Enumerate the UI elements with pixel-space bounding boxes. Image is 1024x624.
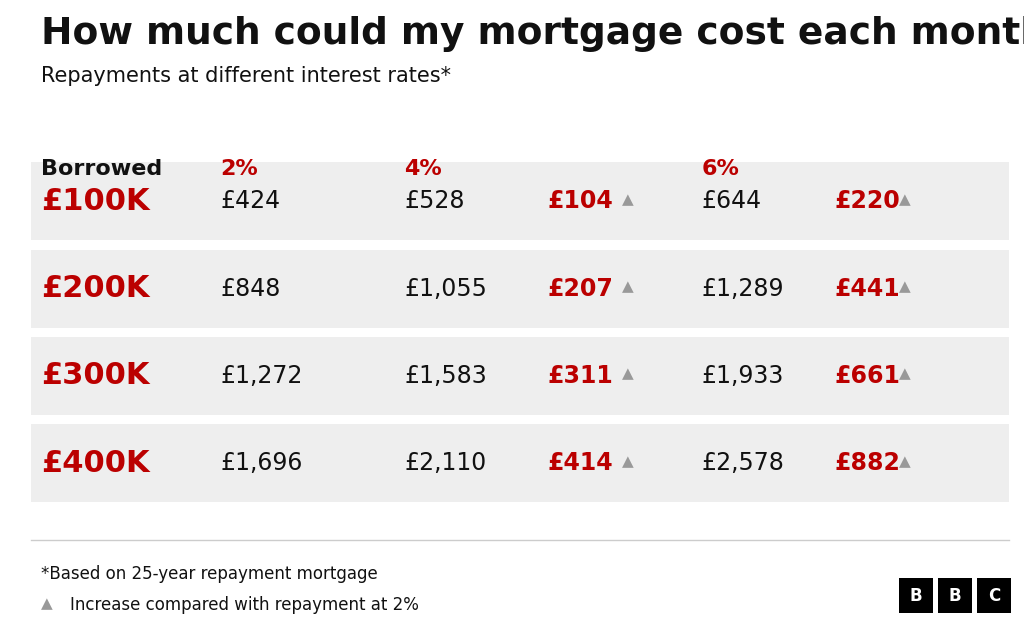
Text: How much could my mortgage cost each month?: How much could my mortgage cost each mon… [41,16,1024,52]
Text: £1,055: £1,055 [404,276,487,301]
Text: 6%: 6% [701,159,739,179]
Text: £2,578: £2,578 [701,451,784,475]
Text: £848: £848 [220,276,281,301]
Text: ▲: ▲ [622,454,633,469]
Text: B: B [948,587,962,605]
Text: £882: £882 [835,451,900,475]
Text: £644: £644 [701,189,762,213]
Text: £424: £424 [220,189,281,213]
Text: 2%: 2% [220,159,258,179]
Text: ▲: ▲ [899,279,910,295]
Text: £400K: £400K [41,449,150,478]
Text: £311: £311 [548,364,613,388]
Text: ▲: ▲ [899,366,910,382]
Text: £661: £661 [835,364,900,388]
Text: £1,583: £1,583 [404,364,487,388]
Text: Borrowed: Borrowed [41,159,162,179]
Text: C: C [988,587,999,605]
Text: ▲: ▲ [899,192,910,207]
Text: Increase compared with repayment at 2%: Increase compared with repayment at 2% [70,596,419,614]
Text: £1,272: £1,272 [220,364,302,388]
Text: £441: £441 [835,276,900,301]
Text: £300K: £300K [41,361,150,391]
Text: ▲: ▲ [622,279,633,295]
Text: £1,696: £1,696 [220,451,302,475]
Text: Repayments at different interest rates*: Repayments at different interest rates* [41,66,451,85]
Text: 4%: 4% [404,159,442,179]
Text: *Based on 25-year repayment mortgage: *Based on 25-year repayment mortgage [41,565,378,583]
Text: £1,933: £1,933 [701,364,783,388]
Text: £1,289: £1,289 [701,276,784,301]
Text: £528: £528 [404,189,465,213]
Text: ▲: ▲ [41,596,52,611]
Text: £220: £220 [835,189,900,213]
Text: £207: £207 [548,276,613,301]
Text: £2,110: £2,110 [404,451,486,475]
Text: ▲: ▲ [899,454,910,469]
Text: £100K: £100K [41,187,150,216]
Text: B: B [909,587,923,605]
Text: ▲: ▲ [622,192,633,207]
Text: £414: £414 [548,451,613,475]
Text: £200K: £200K [41,274,150,303]
Text: £104: £104 [548,189,613,213]
Text: ▲: ▲ [622,366,633,382]
